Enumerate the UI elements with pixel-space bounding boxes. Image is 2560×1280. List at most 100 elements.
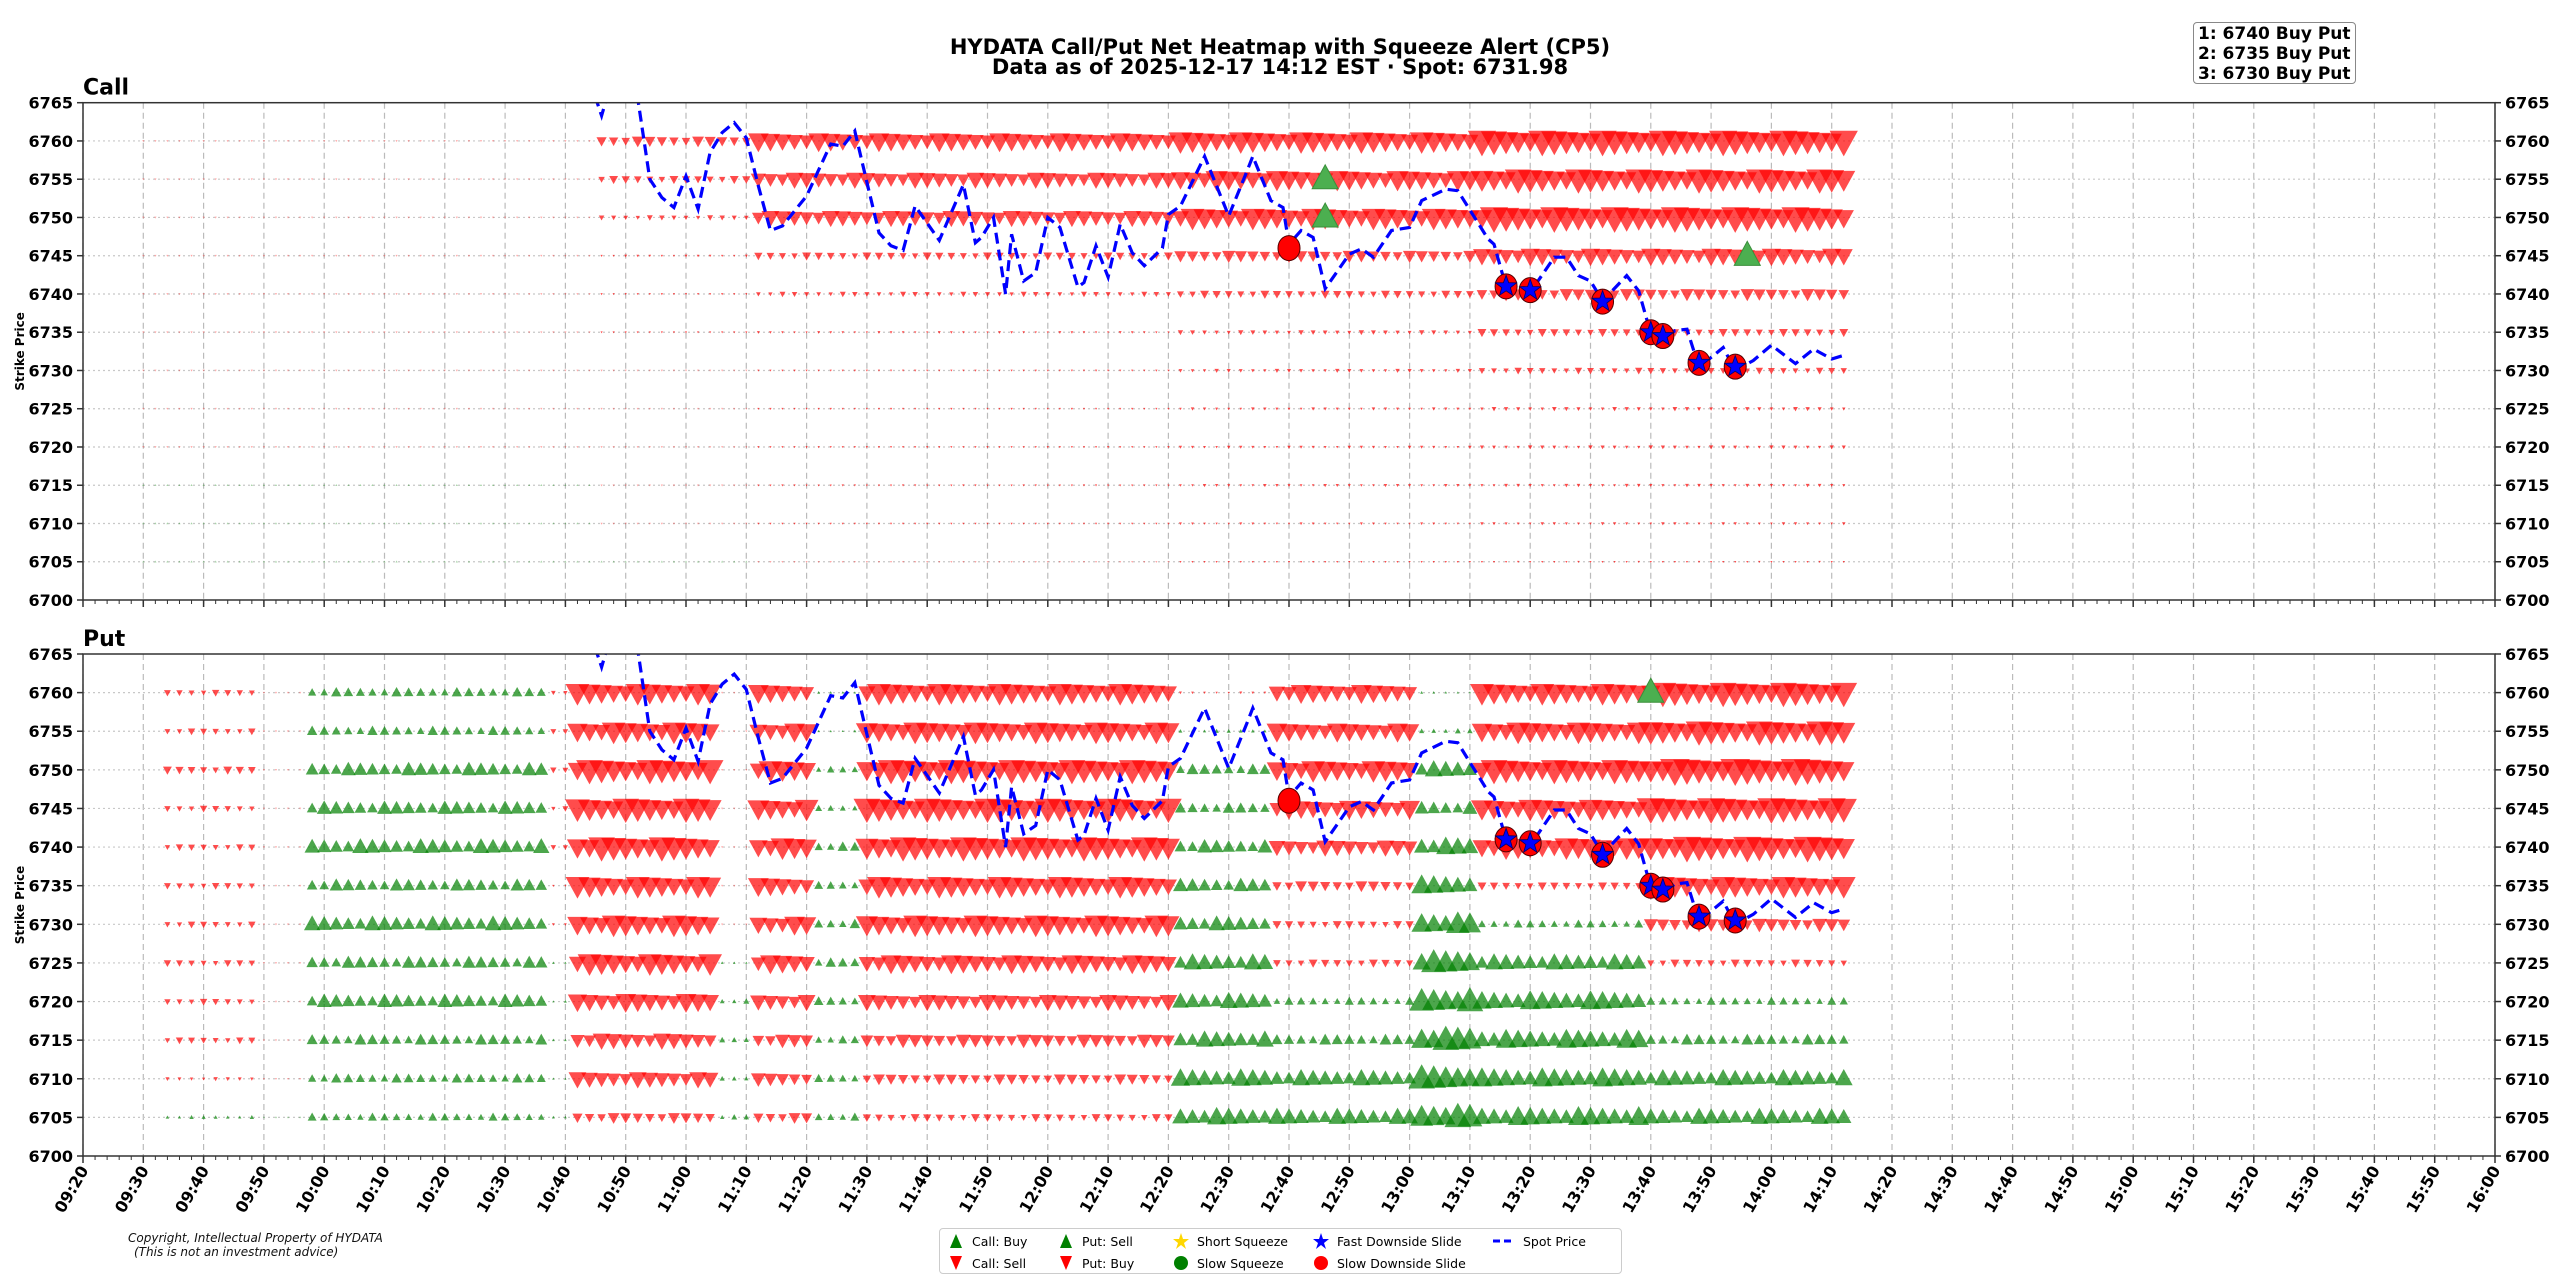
net-sell-marker [1503, 368, 1509, 374]
marker-layer [142, 130, 1858, 564]
net-buy-marker [464, 726, 474, 735]
net-sell-marker [1101, 212, 1116, 226]
net-buy-marker [1255, 1030, 1274, 1047]
net-buy-marker [813, 996, 824, 1006]
net-sell-marker [1119, 369, 1122, 372]
net-sell-marker [1034, 446, 1037, 449]
net-buy-marker [1825, 1071, 1839, 1084]
net-sell-marker [612, 446, 615, 449]
net-sell-marker [1734, 560, 1737, 563]
net-sell-marker [576, 331, 579, 334]
y-tick-label: 6735 [28, 323, 73, 342]
net-buy-marker [359, 484, 362, 487]
net-buy-marker [437, 993, 453, 1007]
net-sell-marker [552, 216, 555, 219]
net-sell-marker [1753, 289, 1766, 301]
net-sell-marker [1504, 522, 1508, 526]
net-sell-marker [1026, 878, 1046, 896]
net-sell-marker [1685, 445, 1689, 449]
net-sell-marker [776, 1074, 789, 1086]
net-sell-marker [600, 522, 603, 525]
net-buy-marker [535, 1033, 548, 1045]
net-buy-marker [1170, 1068, 1191, 1086]
x-tick-label: 12:40 [1257, 1163, 1299, 1217]
net-buy-marker [1535, 955, 1549, 968]
net-sell-marker [1260, 290, 1270, 299]
net-buy-marker [1304, 1069, 1322, 1085]
net-buy-marker [576, 484, 579, 487]
net-sell-marker [966, 956, 985, 973]
net-sell-marker [1721, 484, 1725, 487]
net-sell-marker [1383, 369, 1388, 373]
net-buy-marker [390, 840, 404, 852]
net-buy-marker [352, 838, 369, 854]
net-sell-marker [1190, 407, 1195, 411]
net-sell-marker [212, 921, 219, 928]
net-sell-marker [563, 691, 568, 695]
y-tick-label-right: 6760 [2505, 684, 2550, 703]
net-buy-marker [1394, 998, 1401, 1004]
net-sell-marker [1673, 522, 1677, 526]
net-buy-marker [319, 880, 330, 890]
net-buy-marker [1268, 1107, 1286, 1124]
net-buy-marker [1472, 990, 1492, 1009]
net-sell-marker [407, 140, 410, 143]
plot-frame [82, 101, 2496, 601]
net-sell-marker [1043, 1114, 1052, 1122]
net-sell-marker [236, 690, 243, 697]
net-buy-marker [341, 801, 355, 814]
net-sell-marker [1151, 1075, 1162, 1084]
net-sell-marker [966, 172, 985, 189]
net-sell-marker [935, 252, 944, 261]
net-sell-marker [1119, 560, 1122, 563]
net-sell-marker [1203, 560, 1206, 563]
net-sell-marker [720, 293, 724, 296]
net-buy-marker [1224, 764, 1234, 774]
net-sell-marker [1125, 174, 1140, 187]
net-sell-marker [1119, 484, 1122, 487]
net-sell-marker [937, 331, 941, 334]
net-sell-marker [1058, 484, 1061, 487]
net-sell-marker [1527, 445, 1533, 450]
net-sell-marker [1335, 407, 1339, 411]
net-sell-marker [1227, 560, 1230, 563]
net-sell-marker [1649, 560, 1652, 563]
net-sell-marker [926, 446, 929, 449]
net-buy-marker [491, 560, 495, 563]
net-buy-marker [1392, 1034, 1404, 1045]
net-sell-marker [986, 484, 989, 487]
net-sell-marker [1376, 840, 1395, 857]
net-sell-marker [1388, 134, 1407, 152]
net-buy-marker [719, 998, 725, 1004]
net-sell-marker [1151, 1114, 1161, 1123]
x-tick-label: 12:20 [1136, 1163, 1178, 1217]
net-sell-marker [733, 522, 736, 525]
net-sell-marker [799, 880, 815, 894]
net-sell-marker [826, 252, 835, 260]
net-sell-marker [1502, 329, 1510, 337]
net-buy-marker [1296, 997, 1306, 1005]
net-sell-marker [164, 845, 171, 850]
net-sell-marker [754, 252, 763, 261]
net-sell-marker [214, 446, 217, 449]
net-buy-marker [449, 994, 464, 1007]
net-sell-marker [576, 407, 579, 410]
net-buy-marker [552, 522, 555, 525]
net-sell-marker [1550, 882, 1559, 891]
net-sell-marker [262, 1077, 265, 1080]
net-sell-marker [817, 446, 820, 449]
net-sell-marker [395, 407, 398, 410]
net-sell-marker [864, 292, 870, 297]
net-sell-marker [1263, 691, 1267, 695]
y-tick-label: 6720 [28, 993, 73, 1012]
net-sell-marker [887, 252, 895, 260]
fast-downside-star-icon [1518, 830, 1542, 854]
net-sell-marker [1565, 560, 1568, 563]
net-sell-marker [773, 879, 792, 896]
net-sell-marker [630, 1035, 645, 1048]
net-buy-marker [311, 560, 314, 563]
net-sell-marker [698, 800, 722, 822]
net-sell-marker [1029, 996, 1043, 1009]
net-sell-marker [1587, 883, 1594, 890]
net-sell-marker [1062, 724, 1082, 742]
